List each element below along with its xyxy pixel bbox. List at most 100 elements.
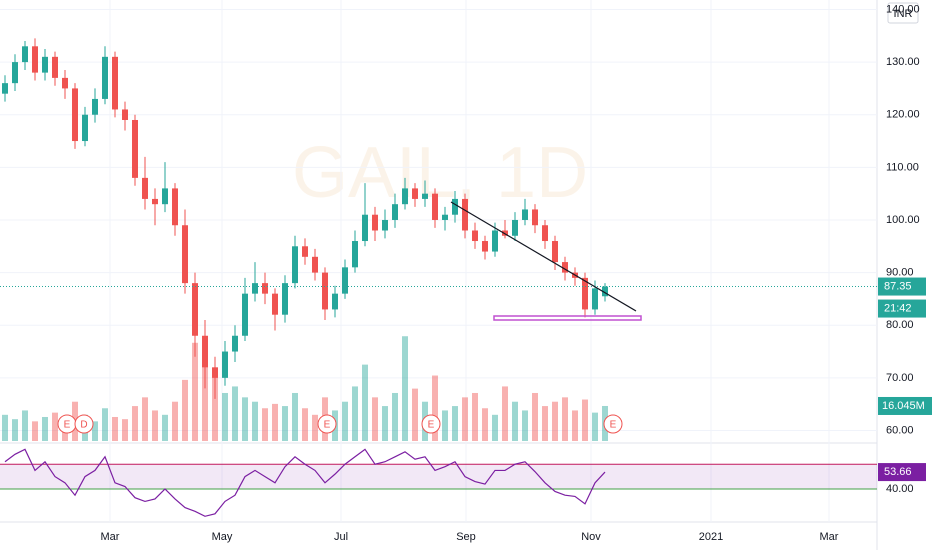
candle-body bbox=[202, 335, 208, 368]
candle-body bbox=[462, 198, 468, 231]
candle-body bbox=[192, 283, 198, 336]
volume-bar bbox=[52, 412, 58, 441]
trend-line bbox=[450, 201, 637, 312]
volume-bar bbox=[192, 342, 198, 441]
candle-body bbox=[322, 272, 328, 310]
y-tick-label: 110.00 bbox=[886, 161, 919, 173]
volume-bar bbox=[392, 392, 398, 441]
event-label: E bbox=[64, 420, 71, 431]
y-tick-label: 90.00 bbox=[886, 267, 914, 279]
countdown: 21:42 bbox=[884, 302, 912, 314]
volume-bar bbox=[222, 392, 228, 441]
volume-badge bbox=[878, 396, 932, 415]
rsi-badge bbox=[878, 463, 926, 482]
y-tick-label: 100.00 bbox=[886, 214, 920, 226]
candle-body bbox=[42, 56, 48, 73]
watermark: GAIL, 1D bbox=[292, 133, 588, 213]
candle-body bbox=[382, 219, 388, 231]
currency: INR bbox=[894, 8, 913, 20]
volume-bar bbox=[162, 414, 168, 441]
y-tick-label: 70.00 bbox=[886, 372, 914, 384]
event-label: E bbox=[610, 420, 617, 431]
y-tick-label: 120.00 bbox=[886, 109, 920, 121]
volume-bar bbox=[22, 410, 28, 441]
countdown-badge bbox=[878, 299, 926, 318]
candle-body bbox=[272, 293, 278, 315]
candle-body bbox=[282, 283, 288, 315]
candle-body bbox=[172, 188, 178, 226]
candle-body bbox=[82, 114, 88, 142]
candle-body bbox=[452, 198, 458, 215]
candle-body bbox=[492, 230, 498, 252]
volume-bar bbox=[572, 410, 578, 441]
candle-body bbox=[422, 193, 428, 199]
candle-body bbox=[312, 256, 318, 273]
volume-bar bbox=[382, 406, 388, 441]
event-label: E bbox=[324, 420, 331, 431]
event-label: E bbox=[428, 420, 435, 431]
volume-bar bbox=[252, 401, 258, 441]
candle-body bbox=[12, 62, 18, 84]
candle-body bbox=[552, 241, 558, 263]
volume-bar bbox=[182, 379, 188, 441]
volume-bar bbox=[542, 406, 548, 441]
event-marker bbox=[74, 414, 94, 434]
x-tick-label: May bbox=[212, 531, 233, 543]
candle-body bbox=[162, 188, 168, 205]
event-marker bbox=[421, 414, 441, 434]
volume-bar bbox=[432, 375, 438, 441]
volume-bar bbox=[282, 406, 288, 441]
candle-body bbox=[512, 219, 518, 236]
candle-body bbox=[542, 225, 548, 242]
event-marker bbox=[317, 414, 337, 434]
candle-body bbox=[22, 46, 28, 63]
volume-bar bbox=[342, 401, 348, 441]
volume-bar bbox=[502, 386, 508, 441]
candle-body bbox=[522, 209, 528, 220]
volume-bar bbox=[212, 375, 218, 441]
y-tick-label: 130.00 bbox=[886, 56, 920, 68]
x-tick-label: Sep bbox=[456, 531, 476, 543]
volume-bar bbox=[2, 414, 8, 441]
volume-bar bbox=[482, 408, 488, 441]
volume-bar bbox=[102, 408, 108, 441]
volume-bar bbox=[442, 410, 448, 441]
candle-body bbox=[92, 98, 98, 115]
volume-bar bbox=[402, 336, 408, 441]
volume-bar bbox=[462, 397, 468, 441]
volume-bar bbox=[232, 386, 238, 441]
volume-bar bbox=[312, 414, 318, 441]
volume-bar bbox=[172, 401, 178, 441]
volume-bar bbox=[152, 410, 158, 441]
x-tick-label: Mar bbox=[820, 531, 839, 543]
candle-body bbox=[562, 262, 568, 273]
currency-box bbox=[887, 2, 919, 24]
candle-body bbox=[482, 241, 488, 252]
candle-body bbox=[532, 209, 538, 226]
candle-body bbox=[432, 193, 438, 220]
volume-bar bbox=[532, 392, 538, 441]
volume-bar bbox=[202, 358, 208, 441]
volume-bar bbox=[562, 397, 568, 441]
candle-body bbox=[332, 293, 338, 310]
candle-body bbox=[582, 277, 588, 310]
candle-body bbox=[262, 283, 268, 294]
candle-body bbox=[242, 293, 248, 336]
price-label: 87.35 bbox=[884, 280, 912, 292]
candle-body bbox=[122, 109, 128, 120]
volume-bar bbox=[452, 406, 458, 441]
volume-bar bbox=[522, 410, 528, 441]
candle-body bbox=[412, 188, 418, 199]
volume-bar bbox=[352, 386, 358, 441]
candle-body bbox=[342, 267, 348, 294]
candle-body bbox=[52, 56, 58, 78]
candle-body bbox=[232, 335, 238, 352]
candle-body bbox=[292, 246, 298, 284]
volume-bar bbox=[492, 414, 498, 441]
candle-body bbox=[62, 77, 68, 89]
support-box bbox=[493, 315, 642, 321]
candle-body bbox=[402, 188, 408, 205]
volume-bar bbox=[112, 416, 118, 441]
price-badge bbox=[878, 277, 926, 296]
